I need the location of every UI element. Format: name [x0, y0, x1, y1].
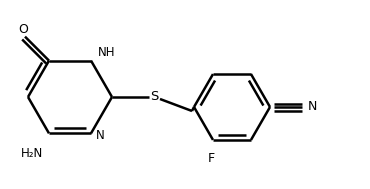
Text: S: S	[150, 91, 158, 104]
Text: N: N	[96, 129, 105, 142]
Text: NH: NH	[98, 46, 115, 59]
Text: O: O	[18, 23, 28, 36]
Text: F: F	[208, 152, 215, 165]
Text: N: N	[308, 101, 317, 114]
Text: H₂N: H₂N	[21, 147, 43, 160]
